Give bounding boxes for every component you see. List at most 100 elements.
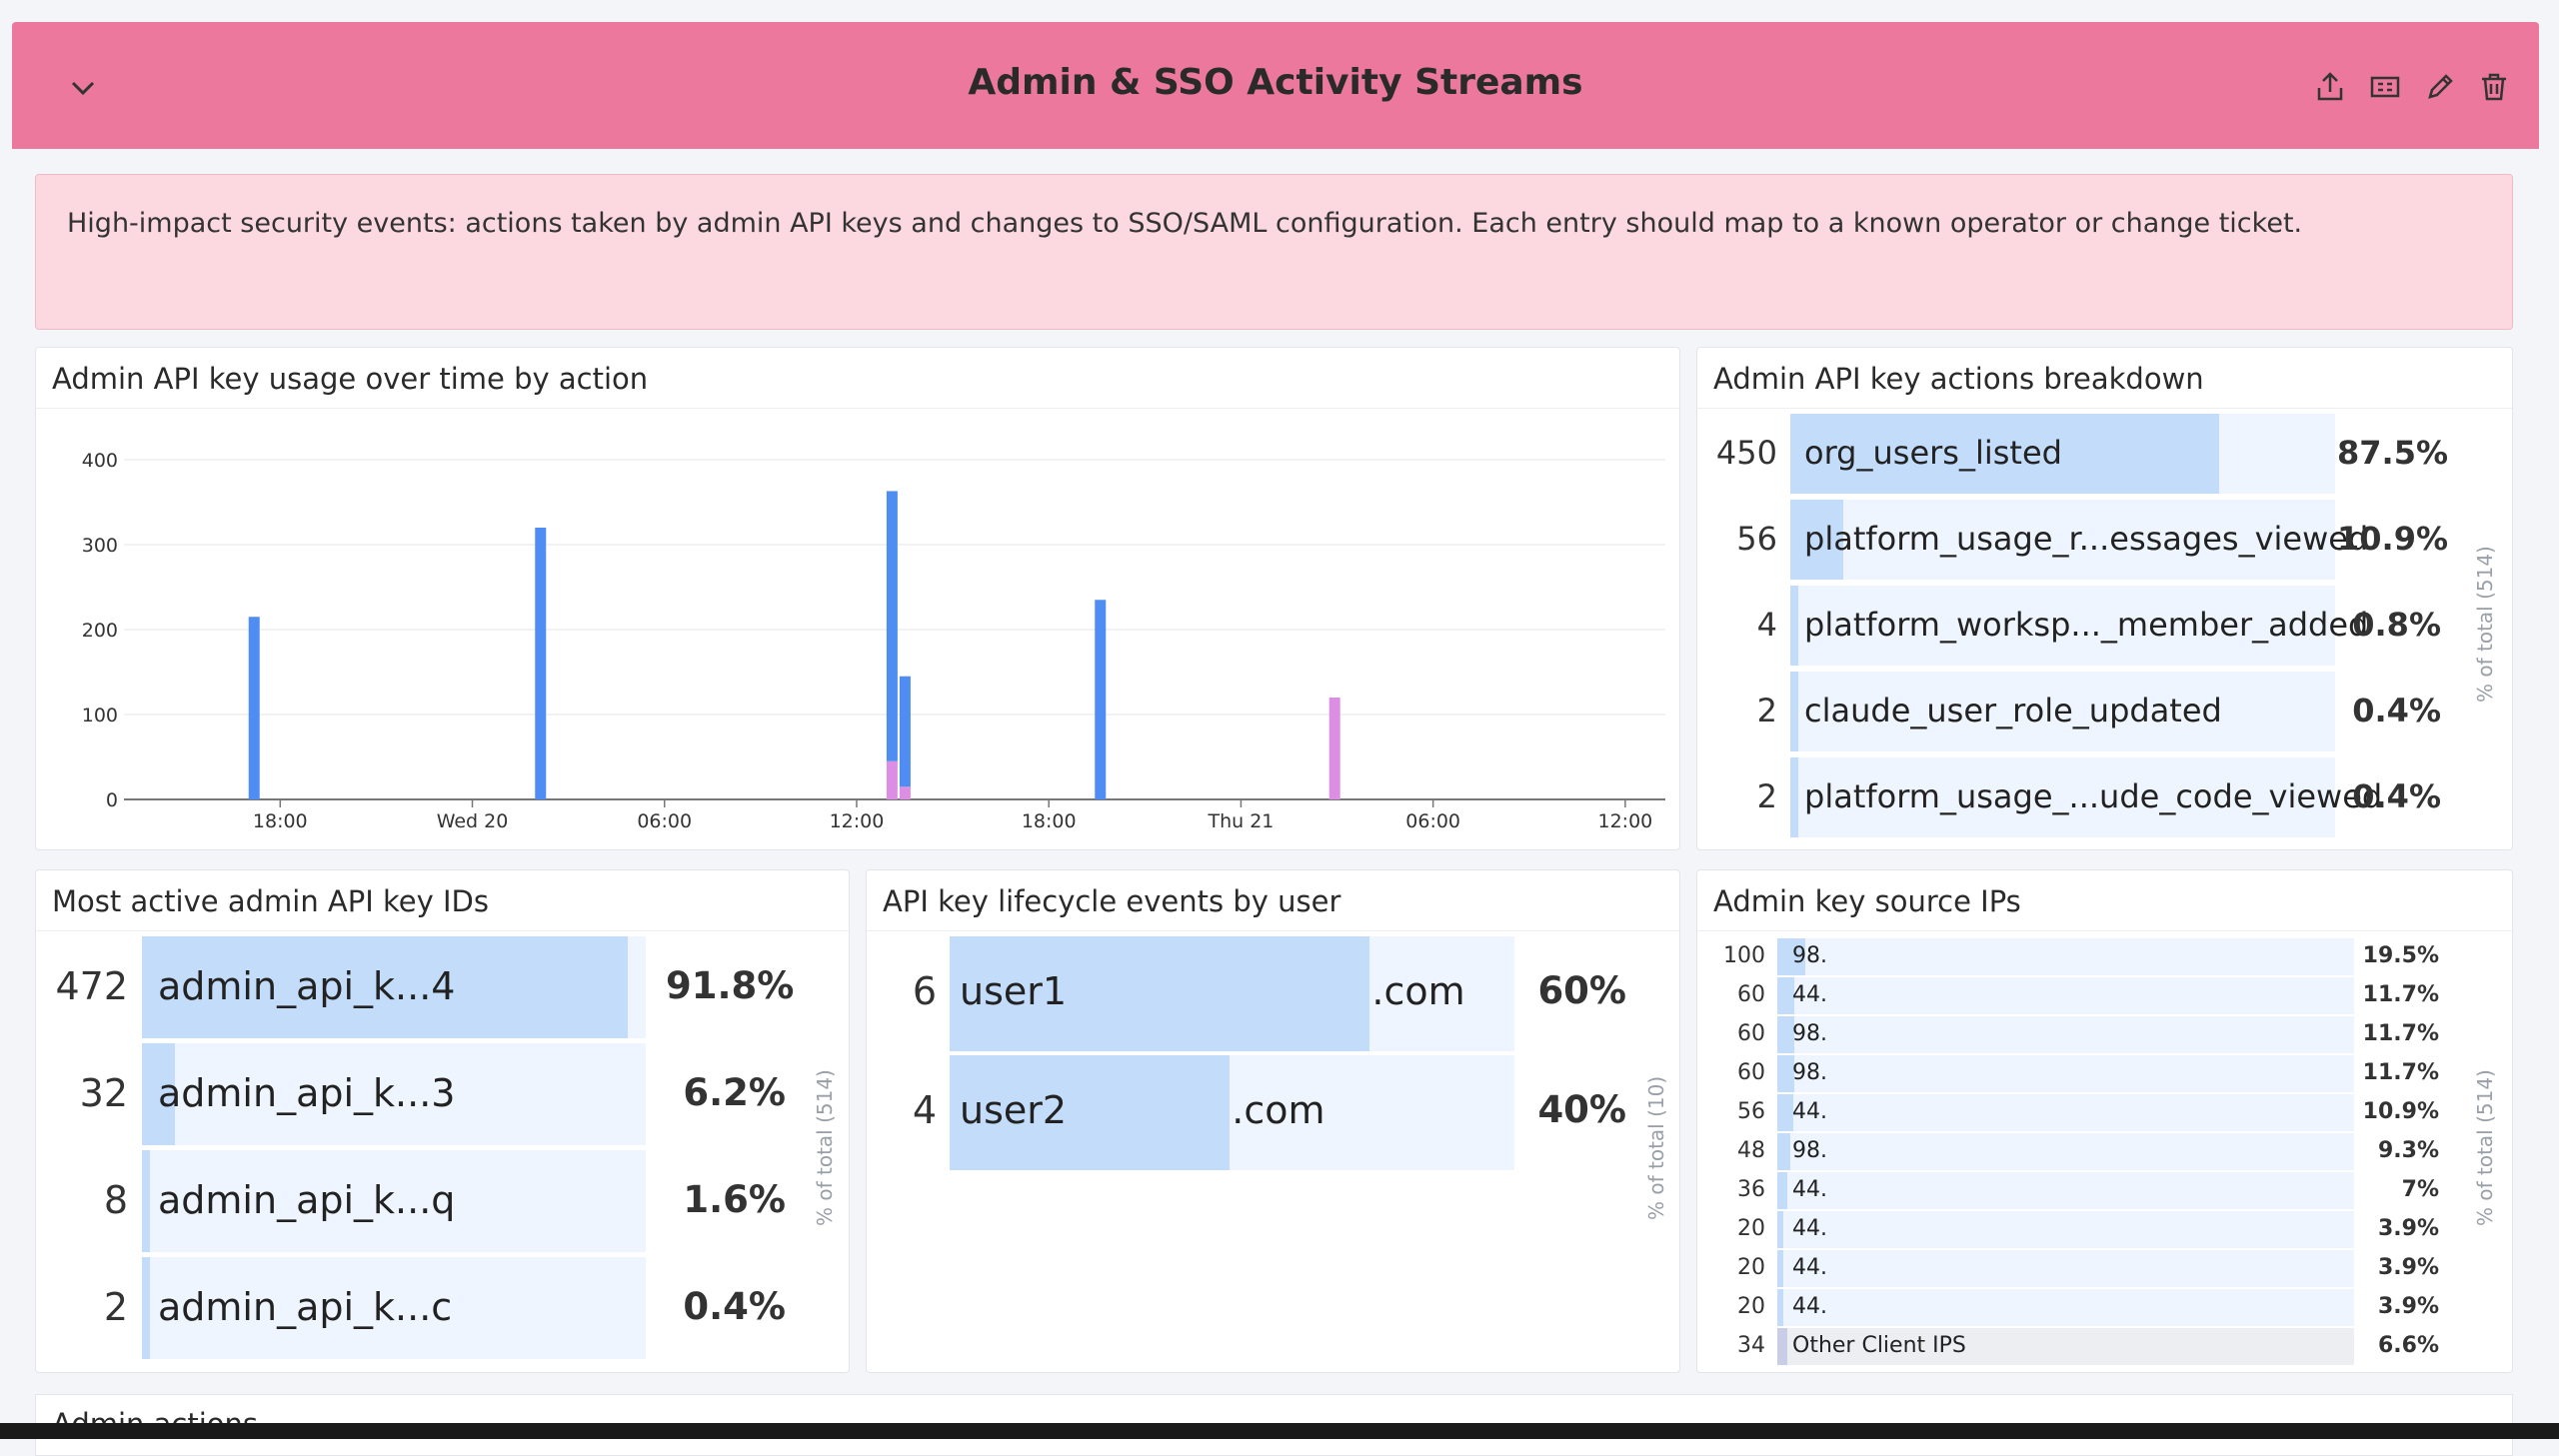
row-bar-track: 44. — [1777, 1094, 2354, 1131]
toplist-row[interactable]: 48 98. 9.3% — [1697, 1133, 2512, 1170]
x-tick-label: 12:00 — [830, 810, 885, 832]
y-tick-label: 0 — [106, 789, 118, 811]
row-bar-fill — [1790, 757, 1798, 837]
row-percent: 0.8% — [2352, 606, 2441, 644]
row-bar-track: 44. — [1777, 1172, 2354, 1209]
row-bar-track: platform_usage_r...essages_viewed — [1790, 500, 2368, 580]
clone-icon[interactable] — [2368, 70, 2402, 104]
x-tick-label: 06:00 — [637, 810, 692, 832]
toplist-row[interactable]: 56 platform_usage_r...essages_viewed 10.9% — [1697, 500, 2512, 580]
actions-breakdown-panel[interactable]: Admin API key actions breakdown 450 org_u… — [1696, 347, 2513, 850]
toplist-row[interactable]: 2 platform_usage_...ude_code_viewed 0.4% — [1697, 757, 2512, 837]
row-bar-track: user1 .com — [950, 936, 1514, 1051]
toplist-row[interactable]: 32 admin_api_k...3 6.2% — [36, 1043, 849, 1145]
row-percent: 11.7% — [2362, 1021, 2439, 1046]
row-label: org_users_listed — [1804, 434, 2062, 472]
row-count: 60 — [1737, 1021, 1765, 1046]
row-label: 98. — [1792, 943, 1827, 968]
row-label: 44. — [1792, 1255, 1827, 1280]
toplist-row[interactable]: 60 98. 11.7% — [1697, 1016, 2512, 1053]
row-count: 2 — [1756, 692, 1777, 729]
bar-segment-blue — [248, 617, 260, 799]
toplist-row[interactable]: 20 44. 3.9% — [1697, 1289, 2512, 1326]
panel-title: Admin API key actions breakdown — [1713, 362, 2204, 396]
row-label: user2 — [960, 1088, 1068, 1132]
row-bar-track: 98. — [1777, 1133, 2354, 1170]
toplist-row[interactable]: 8 admin_api_k...q 1.6% — [36, 1150, 849, 1252]
toplist-row[interactable]: 4 user2 .com 40% — [867, 1055, 1679, 1170]
row-bar-fill — [1777, 1094, 1793, 1131]
row-bar-fill — [1790, 586, 1798, 666]
toplist-row[interactable]: 20 44. 3.9% — [1697, 1250, 2512, 1287]
x-tick-label: Thu 21 — [1207, 810, 1274, 832]
row-label: platform_worksp..._member_added — [1804, 606, 2369, 644]
bar-segment-blue — [1095, 600, 1107, 799]
row-label: admin_api_k...3 — [158, 1071, 456, 1115]
delete-icon[interactable] — [2477, 70, 2511, 104]
row-count: 4 — [1756, 606, 1777, 644]
toplist-row[interactable]: 60 44. 11.7% — [1697, 977, 2512, 1014]
row-bar-track: claude_user_role_updated — [1790, 672, 2335, 751]
row-count: 4 — [912, 1088, 937, 1132]
row-count: 32 — [79, 1071, 128, 1115]
row-bar-fill — [1777, 1016, 1794, 1053]
row-count: 2 — [103, 1285, 128, 1329]
row-percent: 3.9% — [2377, 1255, 2439, 1280]
row-bar-track: admin_api_k...3 — [142, 1043, 646, 1145]
row-percent: 6.2% — [683, 1071, 786, 1114]
row-bar-track: user2 .com — [950, 1055, 1514, 1170]
window-bottom-edge — [0, 1423, 2559, 1439]
toplist-row[interactable]: 472 admin_api_k...4 91.8% — [36, 936, 849, 1038]
row-bar-fill — [950, 936, 1370, 1051]
panel-title: Admin key source IPs — [1713, 884, 2021, 918]
row-count: 56 — [1737, 1099, 1765, 1124]
y-tick-label: 300 — [82, 535, 118, 557]
toplist-row[interactable]: 56 44. 10.9% — [1697, 1094, 2512, 1131]
bar-segment-pink — [899, 786, 911, 799]
row-label: 44. — [1792, 982, 1827, 1007]
bar-segment-pink — [886, 760, 898, 799]
edit-icon[interactable] — [2423, 70, 2457, 104]
row-label: user1 — [960, 969, 1068, 1013]
toplist-row[interactable]: 6 user1 .com 60% — [867, 936, 1679, 1051]
y-tick-label: 400 — [82, 450, 118, 472]
row-percent: 9.3% — [2377, 1138, 2439, 1163]
panel-divider — [1697, 408, 2512, 409]
row-percent: 40% — [1537, 1088, 1626, 1131]
toplist-row[interactable]: 60 98. 11.7% — [1697, 1055, 2512, 1092]
source-ips-panel[interactable]: Admin key source IPs 100 98. 19.5% 60 44. 11.… — [1696, 869, 2513, 1373]
toplist-row[interactable]: 2 claude_user_role_updated 0.4% — [1697, 672, 2512, 751]
chevron-down-icon[interactable] — [67, 72, 99, 104]
usage-chart-panel[interactable]: Admin API key usage over time by action … — [35, 347, 1680, 850]
row-label: 98. — [1792, 1138, 1827, 1163]
row-count: 2 — [1756, 777, 1777, 815]
row-percent: 91.8% — [666, 964, 795, 1007]
row-bar-fill — [142, 936, 628, 1038]
row-bar-fill — [142, 1043, 175, 1145]
share-icon[interactable] — [2313, 70, 2347, 104]
toplist-row[interactable]: 34 Other Client IPS 6.6% — [1697, 1328, 2512, 1365]
panel-divider — [1697, 930, 2512, 931]
row-label: admin_api_k...4 — [158, 964, 456, 1008]
row-bar-track: 98. — [1777, 1016, 2354, 1053]
toplist-row[interactable]: 450 org_users_listed 87.5% — [1697, 414, 2512, 494]
row-count: 60 — [1737, 1060, 1765, 1085]
bar-segment-blue — [535, 528, 547, 799]
usage-bar-chart[interactable]: 0 100 200 300 400 18:00 Wed 20 06:00 12:00 18:00 T… — [36, 348, 1679, 849]
row-bar-fill — [142, 1257, 150, 1359]
row-count: 48 — [1737, 1138, 1765, 1163]
bar-segment-blue — [886, 491, 898, 761]
x-tick-label: Wed 20 — [437, 810, 509, 832]
key-ids-panel[interactable]: Most active admin API key IDs 472 admin_a… — [35, 869, 850, 1373]
toplist-row[interactable]: 36 44. 7% — [1697, 1172, 2512, 1209]
row-label: 44. — [1792, 1294, 1827, 1319]
row-bar-track: 98. — [1777, 938, 2354, 975]
panel-title: API key lifecycle events by user — [883, 884, 1341, 918]
row-percent: 87.5% — [2337, 434, 2449, 472]
toplist-row[interactable]: 2 admin_api_k...c 0.4% — [36, 1257, 849, 1359]
toplist-row[interactable]: 4 platform_worksp..._member_added 0.8% — [1697, 586, 2512, 666]
row-count: 34 — [1737, 1333, 1765, 1358]
lifecycle-panel[interactable]: API key lifecycle events by user 6 user1.… — [866, 869, 1680, 1373]
toplist-row[interactable]: 20 44. 3.9% — [1697, 1211, 2512, 1248]
toplist-row[interactable]: 100 98. 19.5% — [1697, 938, 2512, 975]
